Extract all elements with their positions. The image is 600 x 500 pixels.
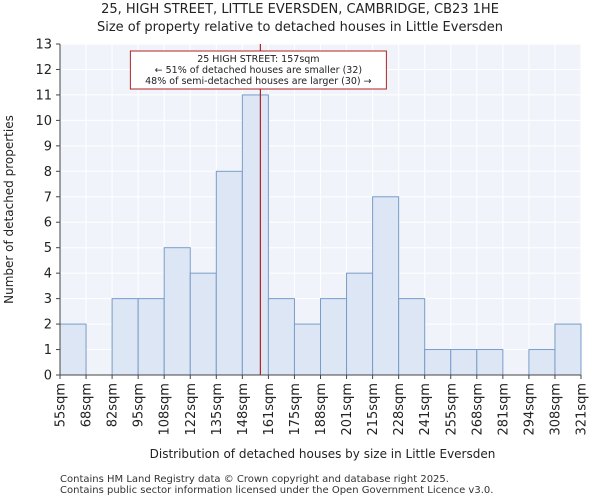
x-tick-label: 161sqm — [262, 383, 277, 436]
y-tick-label: 8 — [44, 165, 52, 180]
histogram-bar — [476, 349, 504, 376]
x-tick-label: 188sqm — [314, 383, 329, 436]
x-tick-label: 215sqm — [366, 383, 381, 436]
x-tick-label: 122sqm — [184, 383, 199, 436]
histogram-bar — [241, 94, 269, 376]
footer-line-1: Contains HM Land Registry data © Crown c… — [60, 474, 449, 485]
y-tick-label: 7 — [44, 190, 52, 205]
histogram-bar — [372, 196, 400, 376]
y-tick-label: 4 — [44, 267, 52, 282]
x-tick-label: 95sqm — [132, 383, 147, 427]
x-tick-label: 281sqm — [496, 383, 511, 436]
y-tick-label: 12 — [35, 63, 52, 78]
histogram-bar — [293, 323, 322, 376]
x-tick-label: 148sqm — [236, 383, 251, 436]
y-tick-label: 3 — [44, 292, 52, 307]
page-title: 25, HIGH STREET, LITTLE EVERSDEN, CAMBRI… — [101, 2, 499, 17]
annotation-line: ← 51% of detached houses are smaller (32… — [155, 65, 362, 76]
x-tick-label: 175sqm — [288, 383, 303, 436]
chart-subtitle: Size of property relative to detached ho… — [96, 20, 504, 35]
x-tick-label: 82sqm — [106, 383, 121, 427]
x-axis-title: Distribution of detached houses by size … — [150, 447, 496, 461]
x-tick-label: 201sqm — [340, 383, 355, 436]
y-tick-label: 9 — [44, 139, 52, 154]
histogram-bar — [163, 247, 191, 376]
histogram-bar — [137, 298, 165, 376]
x-tick-label: 241sqm — [418, 383, 433, 436]
y-tick-label: 5 — [44, 241, 52, 256]
x-tick-label: 321sqm — [575, 383, 590, 436]
annotation-line: 25 HIGH STREET: 157sqm — [197, 54, 319, 65]
x-tick-label: 255sqm — [444, 383, 459, 436]
x-tick-label: 308sqm — [548, 383, 563, 436]
y-tick-label: 6 — [44, 216, 52, 231]
x-tick-label: 268sqm — [470, 383, 485, 436]
x-tick-label: 294sqm — [522, 383, 537, 436]
x-tick-label: 135sqm — [210, 383, 225, 436]
y-tick-label: 1 — [44, 343, 52, 358]
histogram-bar — [215, 170, 243, 376]
histogram-bar — [59, 323, 87, 376]
y-tick-label: 11 — [35, 88, 52, 103]
histogram-bar — [424, 349, 452, 376]
histogram-bar — [528, 349, 556, 376]
y-axis-title: Number of detached properties — [2, 115, 16, 304]
x-tick-label: 228sqm — [392, 383, 407, 436]
x-tick-label: 68sqm — [80, 383, 95, 427]
footer-line-2: Contains public sector information licen… — [60, 485, 494, 496]
annotation-box — [129, 50, 387, 90]
histogram-bar — [398, 298, 426, 376]
histogram-bar — [189, 272, 217, 376]
y-tick-label: 10 — [35, 114, 52, 129]
histogram-bar — [320, 298, 348, 376]
histogram-bar — [450, 349, 478, 376]
x-tick-label: 55sqm — [54, 383, 69, 427]
y-tick-label: 2 — [44, 318, 52, 333]
x-tick-label: 108sqm — [158, 383, 173, 436]
histogram-bar — [554, 323, 582, 376]
histogram-bar — [111, 298, 139, 376]
y-tick-label: 13 — [35, 38, 52, 53]
y-tick-label: 0 — [44, 369, 52, 384]
histogram-bar — [346, 272, 374, 376]
histogram-bar — [267, 298, 295, 376]
annotation-line: 48% of semi-detached houses are larger (… — [145, 76, 372, 87]
